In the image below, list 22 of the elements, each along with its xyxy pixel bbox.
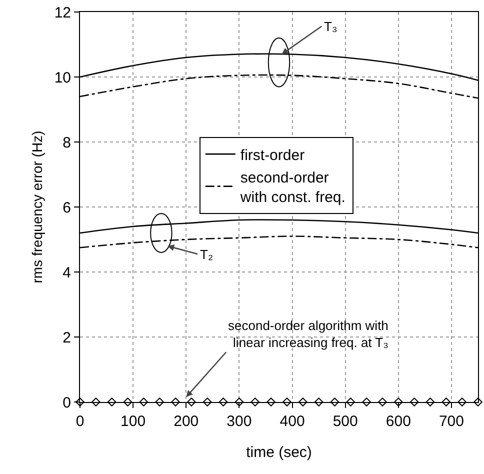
y-tick-label: 6 <box>62 199 71 216</box>
y-tick-label: 10 <box>54 69 71 86</box>
y-axis-title: rms frequency error (Hz) <box>29 130 45 284</box>
x-tick-label: 300 <box>226 413 252 430</box>
x-tick-label: 700 <box>438 413 464 430</box>
x-tick-label: 400 <box>280 413 305 430</box>
annotation: T₂ <box>200 247 213 262</box>
x-axis-title: time (sec) <box>246 444 312 461</box>
legend-label: first-order <box>240 146 305 164</box>
x-tick-label: 600 <box>386 413 411 430</box>
y-tick-label: 4 <box>62 264 71 282</box>
y-tick-label: 12 <box>54 4 71 22</box>
annotation: second-order algorithm with linear increasing freq. at T₃ <box>228 318 388 350</box>
annotation: T₃ <box>324 19 338 34</box>
legend-label: second-order with const. freq. <box>239 169 346 206</box>
y-tick-label: 2 <box>62 329 71 346</box>
x-tick-label: 500 <box>332 413 358 430</box>
y-tick-label: 0 <box>62 394 71 412</box>
x-tick-label: 200 <box>174 413 199 430</box>
y-tick-label: 8 <box>62 134 71 152</box>
x-tick-label: 0 <box>76 413 84 430</box>
x-tick-label: 100 <box>120 413 146 430</box>
